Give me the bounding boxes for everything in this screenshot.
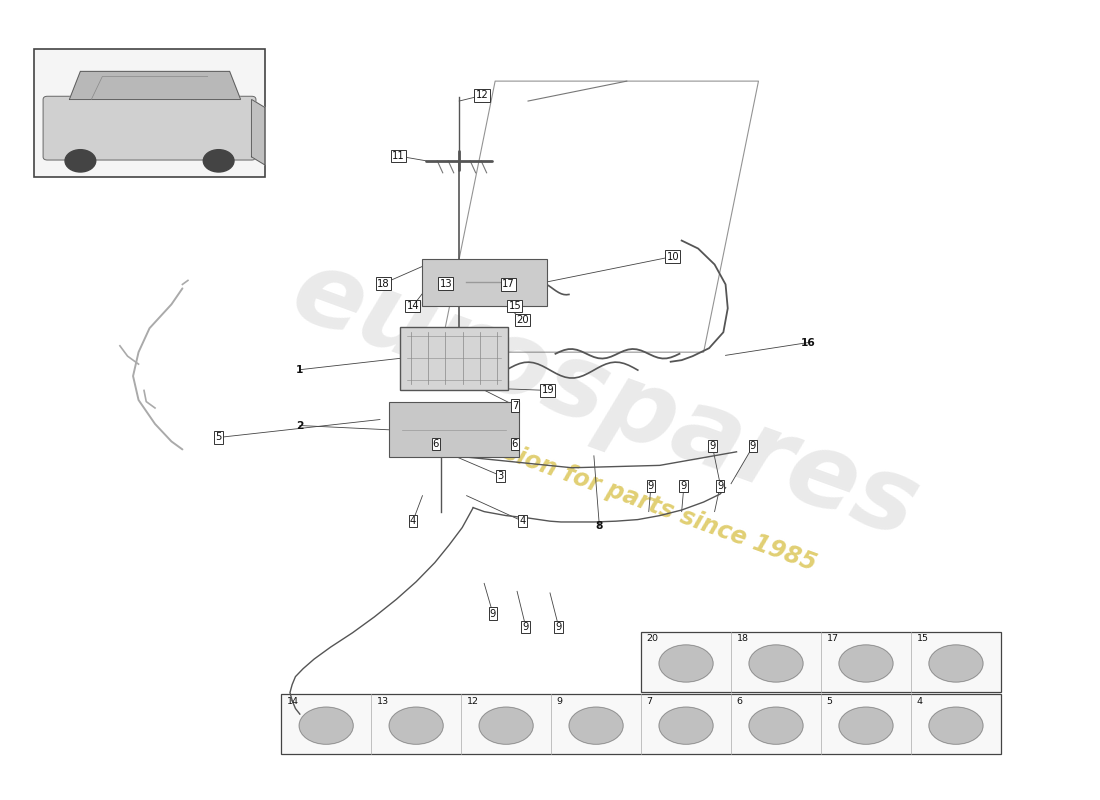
Bar xyxy=(282,694,1001,754)
Text: 1: 1 xyxy=(296,365,304,374)
Text: 14: 14 xyxy=(287,697,299,706)
Ellipse shape xyxy=(839,645,893,682)
Polygon shape xyxy=(252,99,265,165)
Text: 8: 8 xyxy=(596,521,603,531)
Text: 6: 6 xyxy=(512,439,518,449)
Text: 9: 9 xyxy=(710,442,716,451)
Text: 14: 14 xyxy=(407,301,419,311)
Text: 9: 9 xyxy=(750,442,756,451)
Ellipse shape xyxy=(480,707,534,744)
Text: 20: 20 xyxy=(516,315,529,326)
Ellipse shape xyxy=(749,645,803,682)
Text: 13: 13 xyxy=(376,697,388,706)
Text: eurospares: eurospares xyxy=(278,240,932,560)
Text: 7: 7 xyxy=(647,697,652,706)
Ellipse shape xyxy=(839,707,893,744)
Text: 5: 5 xyxy=(826,697,833,706)
Text: 9: 9 xyxy=(648,481,654,491)
Text: 9: 9 xyxy=(557,697,562,706)
Polygon shape xyxy=(69,71,241,99)
Text: 9: 9 xyxy=(717,481,724,491)
Circle shape xyxy=(65,150,96,172)
FancyBboxPatch shape xyxy=(399,326,508,390)
Ellipse shape xyxy=(569,707,623,744)
Text: 13: 13 xyxy=(440,278,452,289)
Text: 15: 15 xyxy=(508,301,521,311)
Ellipse shape xyxy=(749,707,803,744)
Text: 9: 9 xyxy=(556,622,562,632)
Ellipse shape xyxy=(299,707,353,744)
Text: 10: 10 xyxy=(667,251,679,262)
Ellipse shape xyxy=(930,707,983,744)
Text: 4: 4 xyxy=(916,697,923,706)
Ellipse shape xyxy=(659,645,713,682)
Text: 6: 6 xyxy=(737,697,742,706)
Text: 20: 20 xyxy=(647,634,659,643)
Text: 17: 17 xyxy=(826,634,838,643)
Text: 2: 2 xyxy=(296,421,304,430)
Text: 4: 4 xyxy=(409,516,416,526)
Circle shape xyxy=(204,150,234,172)
FancyBboxPatch shape xyxy=(388,402,519,458)
Text: 19: 19 xyxy=(541,386,554,395)
Text: 3: 3 xyxy=(497,470,504,481)
Text: 4: 4 xyxy=(519,516,526,526)
Text: 7: 7 xyxy=(512,401,518,410)
Text: 18: 18 xyxy=(737,634,748,643)
FancyBboxPatch shape xyxy=(421,259,547,306)
Ellipse shape xyxy=(659,707,713,744)
Text: 9: 9 xyxy=(522,622,529,632)
Text: 9: 9 xyxy=(490,609,496,618)
FancyBboxPatch shape xyxy=(43,96,256,160)
Text: 9: 9 xyxy=(681,481,688,491)
Ellipse shape xyxy=(389,707,443,744)
Text: 18: 18 xyxy=(377,278,389,289)
Text: 5: 5 xyxy=(216,433,222,442)
Text: 12: 12 xyxy=(466,697,478,706)
Bar xyxy=(34,50,265,177)
Text: 11: 11 xyxy=(393,151,405,161)
Ellipse shape xyxy=(930,645,983,682)
Text: 12: 12 xyxy=(475,90,488,101)
Text: 6: 6 xyxy=(432,439,439,449)
Text: 16: 16 xyxy=(801,338,815,347)
Text: 15: 15 xyxy=(916,634,928,643)
Text: a passion for parts since 1985: a passion for parts since 1985 xyxy=(433,415,821,576)
Bar xyxy=(641,632,1001,692)
Text: 17: 17 xyxy=(502,279,515,290)
